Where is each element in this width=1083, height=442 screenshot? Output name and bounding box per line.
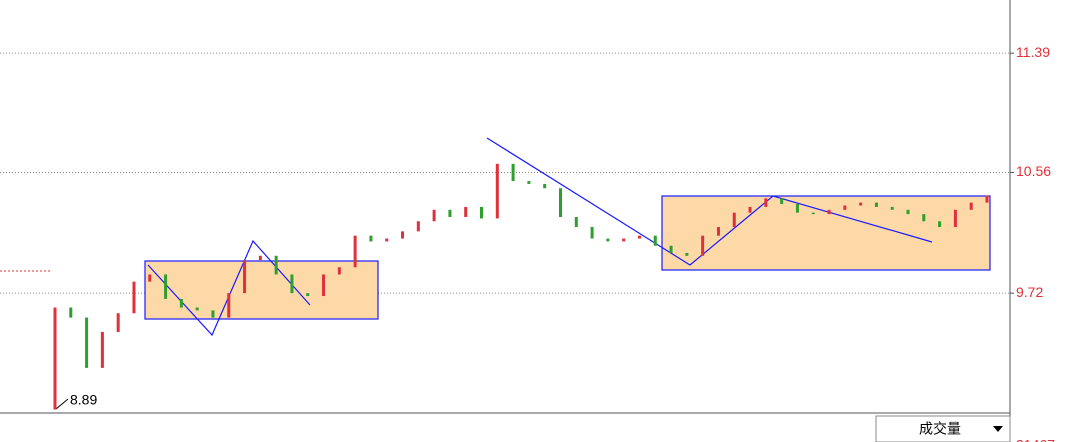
box-pattern (144, 260, 379, 320)
candle (416, 221, 420, 232)
candle (716, 227, 720, 236)
candle (164, 274, 168, 299)
candle (432, 209, 436, 222)
candle (464, 206, 468, 217)
candle (622, 238, 626, 242)
candle (748, 206, 752, 213)
candle (811, 212, 815, 215)
annotation-arrow (55, 398, 69, 410)
candle (669, 245, 673, 253)
candle (85, 317, 89, 368)
candle (322, 274, 326, 297)
candle (227, 293, 231, 318)
dropdown-arrow (993, 426, 1003, 432)
candle (938, 221, 942, 228)
candle (337, 267, 341, 275)
candle (274, 255, 278, 275)
candle (527, 181, 531, 184)
candle (543, 183, 547, 189)
candle (195, 307, 199, 311)
candle (985, 195, 989, 203)
candle (369, 235, 373, 242)
candle (511, 163, 515, 182)
candle (922, 214, 926, 222)
candle (211, 310, 215, 318)
candle (795, 204, 799, 213)
candle (827, 209, 831, 215)
candle (653, 235, 657, 246)
candle (874, 202, 878, 207)
candle (243, 260, 247, 294)
candle (574, 216, 578, 228)
candle (732, 212, 736, 228)
volume-axis-label: 31467 (1016, 437, 1055, 442)
y-tick-label: 11.39 (1016, 44, 1050, 60)
candle (132, 281, 136, 314)
candle (69, 307, 73, 318)
indicator-label: 成交量 (919, 421, 961, 437)
candle (480, 206, 484, 219)
candle (100, 331, 104, 368)
candle (953, 209, 957, 228)
candle (606, 238, 610, 242)
candle (258, 255, 262, 261)
candle (401, 231, 405, 239)
candle (116, 313, 120, 332)
candle (448, 209, 452, 217)
drawings (0, 137, 991, 337)
candle (764, 198, 768, 207)
candle (590, 227, 594, 239)
candle (558, 188, 562, 217)
box-pattern (661, 195, 991, 271)
candle (685, 252, 689, 256)
candle (53, 307, 57, 410)
candle (859, 202, 863, 206)
candle (290, 274, 294, 294)
candle (148, 274, 152, 282)
candle (353, 235, 357, 268)
y-tick-label: 10.56 (1016, 163, 1051, 179)
candle (701, 235, 705, 256)
candle (495, 163, 499, 219)
candle (906, 209, 910, 215)
y-tick-label: 9.72 (1016, 284, 1043, 300)
candle (843, 205, 847, 210)
low-annotation: 8.89 (70, 392, 97, 408)
candle (969, 202, 973, 210)
candle (306, 293, 310, 297)
candle (637, 235, 641, 239)
candle (890, 206, 894, 210)
candle (385, 238, 389, 242)
candle (179, 298, 183, 308)
zigzag-line (486, 137, 933, 266)
candle (780, 198, 784, 205)
indicator-dropdown[interactable] (875, 415, 1011, 442)
